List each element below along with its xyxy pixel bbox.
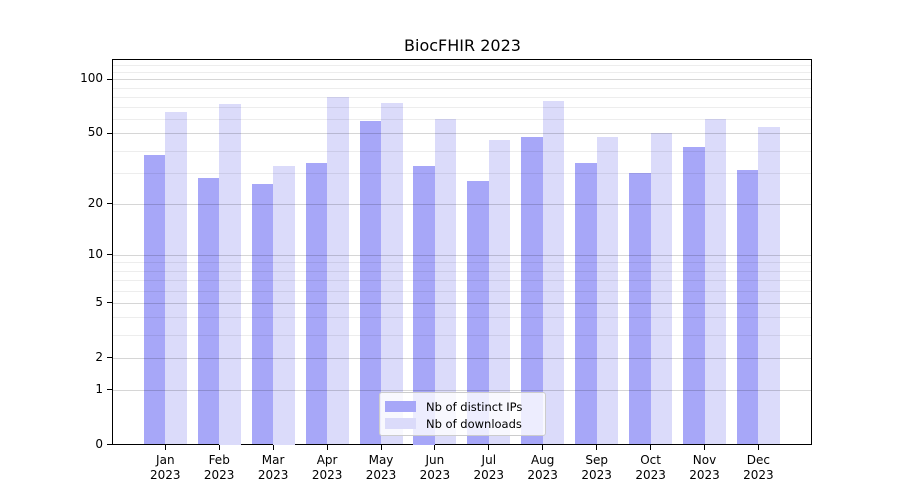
y-axis-tick-label: 20 (87, 195, 103, 210)
x-axis-tick-label: Oct 2023 (635, 452, 666, 482)
bar-downloads (704, 119, 726, 445)
minor-gridline (113, 270, 812, 272)
bar-distinct-ips (467, 180, 489, 445)
bar-downloads (596, 136, 619, 445)
major-gridline (113, 203, 812, 205)
y-tickmark (107, 78, 112, 80)
x-tickmark (380, 445, 382, 450)
y-axis-tick-label: 5 (95, 294, 103, 309)
bar-distinct-ips (197, 178, 220, 445)
x-tickmark (757, 445, 759, 450)
minor-gridline (113, 87, 812, 89)
bar-downloads (327, 96, 349, 445)
bar-downloads (381, 102, 403, 445)
y-axis-tick-label: 0 (95, 436, 103, 451)
legend-swatch-downloads (385, 418, 416, 429)
y-tickmark (107, 203, 112, 205)
legend-label-downloads: Nb of downloads (426, 416, 522, 431)
minor-gridline (113, 262, 812, 264)
legend-item-downloads: Nb of downloads (385, 415, 537, 432)
bar-downloads (219, 104, 241, 445)
minor-gridline (113, 317, 812, 319)
bar-distinct-ips (413, 165, 435, 445)
bar-downloads (434, 119, 457, 445)
x-axis-tick-label: Jan 2023 (150, 452, 181, 482)
y-axis-tick-label: 2 (95, 349, 103, 364)
bar-downloads (758, 127, 780, 445)
x-axis-tick-label: Mar 2023 (257, 452, 289, 482)
x-axis-tick-label: Feb 2023 (203, 452, 235, 482)
y-axis-tick-label: 1 (95, 381, 103, 396)
x-tickmark (326, 445, 328, 450)
minor-gridline (113, 96, 812, 98)
bar-distinct-ips (305, 163, 328, 445)
y-tickmark (107, 357, 112, 359)
x-tickmark (542, 445, 544, 450)
x-axis-tick-label: Dec 2023 (743, 452, 774, 482)
bar-distinct-ips (143, 154, 166, 445)
x-axis-tick-label: Jul 2023 (473, 452, 505, 482)
bar-downloads (273, 165, 295, 445)
x-tickmark (596, 445, 598, 450)
minor-gridline (113, 65, 812, 67)
x-tickmark (434, 445, 436, 450)
minor-gridline (113, 150, 812, 152)
plot-area (112, 59, 812, 445)
major-gridline (113, 357, 812, 359)
legend-label-distinct-ips: Nb of distinct IPs (426, 399, 523, 414)
x-axis-tick-label: Apr 2023 (311, 452, 343, 482)
minor-gridline (113, 119, 812, 121)
bar-distinct-ips (521, 136, 543, 445)
x-axis-tick-label: Sep 2023 (581, 452, 612, 482)
x-tickmark (218, 445, 220, 450)
x-axis-tick-label: Jun 2023 (419, 452, 451, 482)
minor-gridline (113, 172, 812, 174)
y-tickmark (107, 389, 112, 391)
legend-swatch-distinct-ips (385, 401, 416, 412)
y-tickmark (107, 254, 112, 256)
major-gridline (113, 254, 812, 256)
legend: Nb of distinct IPs Nb of downloads (379, 392, 546, 436)
bar-downloads (488, 139, 511, 445)
major-gridline (113, 389, 812, 391)
x-tickmark (650, 445, 652, 450)
major-gridline (113, 133, 812, 135)
bar-downloads (165, 111, 187, 445)
bar-downloads (650, 133, 673, 445)
minor-gridline (113, 71, 812, 73)
y-tickmark (107, 132, 112, 134)
x-tickmark (164, 445, 166, 450)
x-tickmark (488, 445, 490, 450)
y-axis-tick-label: 50 (87, 125, 103, 140)
bar-distinct-ips (629, 172, 651, 445)
minor-gridline (113, 290, 812, 292)
x-tickmark (272, 445, 274, 450)
x-axis-tick-label: May 2023 (365, 452, 397, 482)
chart-title: BiocFHIR 2023 (404, 36, 521, 55)
bar-distinct-ips (359, 120, 381, 445)
minor-gridline (113, 280, 812, 281)
y-tickmark (107, 444, 112, 445)
x-axis-tick-label: Nov 2023 (689, 452, 720, 482)
y-axis-tick-label: 10 (87, 246, 103, 261)
major-gridline (113, 302, 812, 304)
y-axis-tick-label: 100 (80, 71, 103, 86)
minor-gridline (113, 107, 812, 109)
legend-item-distinct-ips: Nb of distinct IPs (385, 398, 537, 415)
bar-distinct-ips (251, 183, 274, 445)
minor-gridline (113, 334, 812, 336)
bar-distinct-ips (736, 170, 759, 445)
x-tickmark (704, 445, 705, 450)
major-gridline (113, 79, 812, 81)
y-tickmark (107, 302, 112, 304)
x-axis-tick-label: Aug 2023 (527, 452, 558, 482)
bar-distinct-ips (683, 146, 705, 445)
bar-distinct-ips (575, 163, 597, 445)
bar-downloads (542, 100, 565, 445)
